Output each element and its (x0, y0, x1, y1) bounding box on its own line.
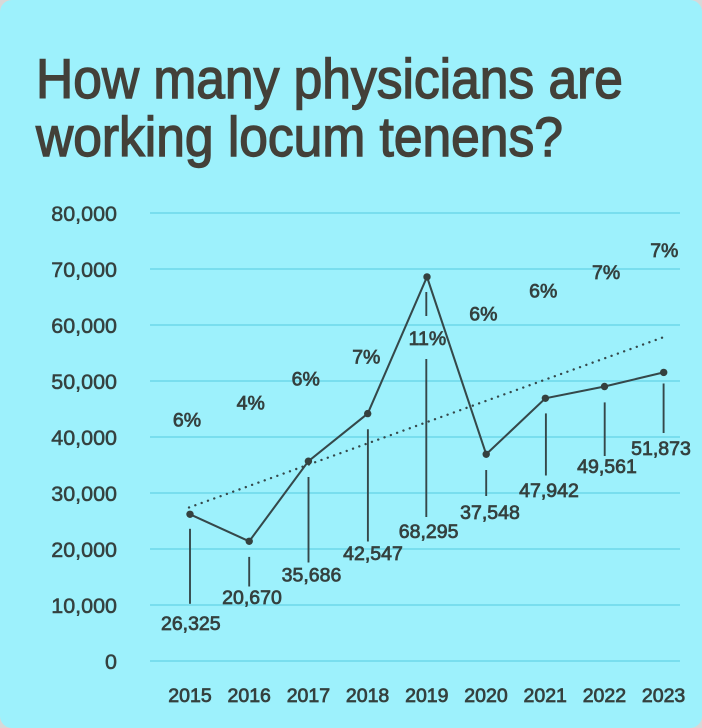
svg-text:35,686: 35,686 (282, 565, 342, 587)
svg-text:70,000: 70,000 (51, 258, 117, 282)
svg-text:51,873: 51,873 (631, 438, 691, 460)
svg-text:2021: 2021 (524, 685, 567, 707)
svg-text:2023: 2023 (642, 685, 685, 707)
svg-text:2020: 2020 (464, 685, 508, 707)
svg-text:2019: 2019 (405, 685, 448, 707)
svg-text:11%: 11% (409, 328, 447, 350)
svg-text:40,000: 40,000 (51, 426, 117, 450)
svg-text:2017: 2017 (287, 685, 330, 707)
svg-text:6%: 6% (469, 304, 497, 326)
svg-text:6%: 6% (173, 410, 201, 432)
svg-text:2016: 2016 (228, 685, 271, 707)
svg-text:50,000: 50,000 (51, 370, 117, 394)
svg-text:6%: 6% (529, 281, 557, 303)
svg-text:4%: 4% (237, 392, 265, 414)
svg-text:42,547: 42,547 (343, 543, 403, 565)
svg-text:26,325: 26,325 (161, 613, 221, 635)
svg-text:6%: 6% (292, 369, 320, 391)
svg-text:37,548: 37,548 (460, 502, 520, 524)
svg-text:2018: 2018 (346, 685, 389, 707)
svg-text:80,000: 80,000 (51, 202, 117, 226)
svg-text:10,000: 10,000 (51, 594, 117, 618)
svg-text:7%: 7% (352, 347, 380, 369)
svg-text:30,000: 30,000 (51, 482, 117, 506)
svg-text:49,561: 49,561 (577, 456, 637, 478)
svg-text:0: 0 (105, 650, 117, 674)
svg-text:20,000: 20,000 (51, 538, 117, 562)
svg-text:7%: 7% (650, 240, 678, 262)
svg-text:68,295: 68,295 (399, 521, 459, 543)
svg-text:60,000: 60,000 (51, 314, 117, 338)
svg-text:2015: 2015 (168, 685, 212, 707)
svg-text:2022: 2022 (583, 685, 626, 707)
svg-text:7%: 7% (592, 262, 620, 284)
svg-text:47,942: 47,942 (519, 480, 579, 502)
svg-text:20,670: 20,670 (222, 587, 282, 609)
